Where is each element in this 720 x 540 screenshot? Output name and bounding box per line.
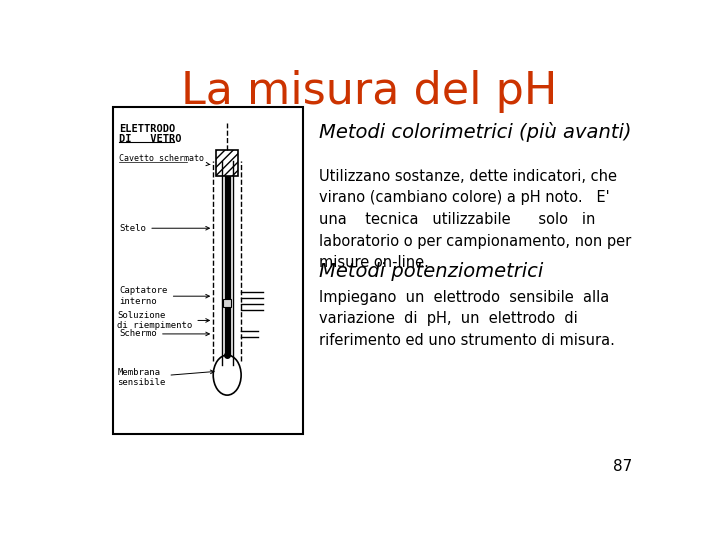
Text: 87: 87 xyxy=(613,459,632,474)
Text: Stelo: Stelo xyxy=(120,224,210,233)
Text: ELETTRODO: ELETTRODO xyxy=(120,124,176,134)
Text: Utilizzano sostanze, dette indicatori, che
virano (cambiano colore) a pH noto.  : Utilizzano sostanze, dette indicatori, c… xyxy=(319,168,631,270)
Text: Metodi potenziometrici: Metodi potenziometrici xyxy=(319,262,543,281)
Bar xyxy=(225,161,230,365)
Bar xyxy=(223,299,231,307)
Bar xyxy=(113,107,303,434)
Bar xyxy=(216,150,238,177)
Text: Captatore
interno: Captatore interno xyxy=(120,287,210,306)
Text: Metodi colorimetrici (più avanti): Metodi colorimetrici (più avanti) xyxy=(319,122,631,142)
Text: Soluzione
di riempimento: Soluzione di riempimento xyxy=(117,310,210,330)
Text: DI   VETRO: DI VETRO xyxy=(120,134,182,144)
Text: Membrana
sensibile: Membrana sensibile xyxy=(117,368,214,387)
Text: Schermo: Schermo xyxy=(120,329,210,339)
Text: Impiegano  un  elettrodo  sensibile  alla
variazione  di  pH,  un  elettrodo  di: Impiegano un elettrodo sensibile alla va… xyxy=(319,289,614,348)
Text: La misura del pH: La misura del pH xyxy=(181,70,557,113)
Text: Cavetto schermato: Cavetto schermato xyxy=(120,154,210,166)
Ellipse shape xyxy=(213,355,241,395)
